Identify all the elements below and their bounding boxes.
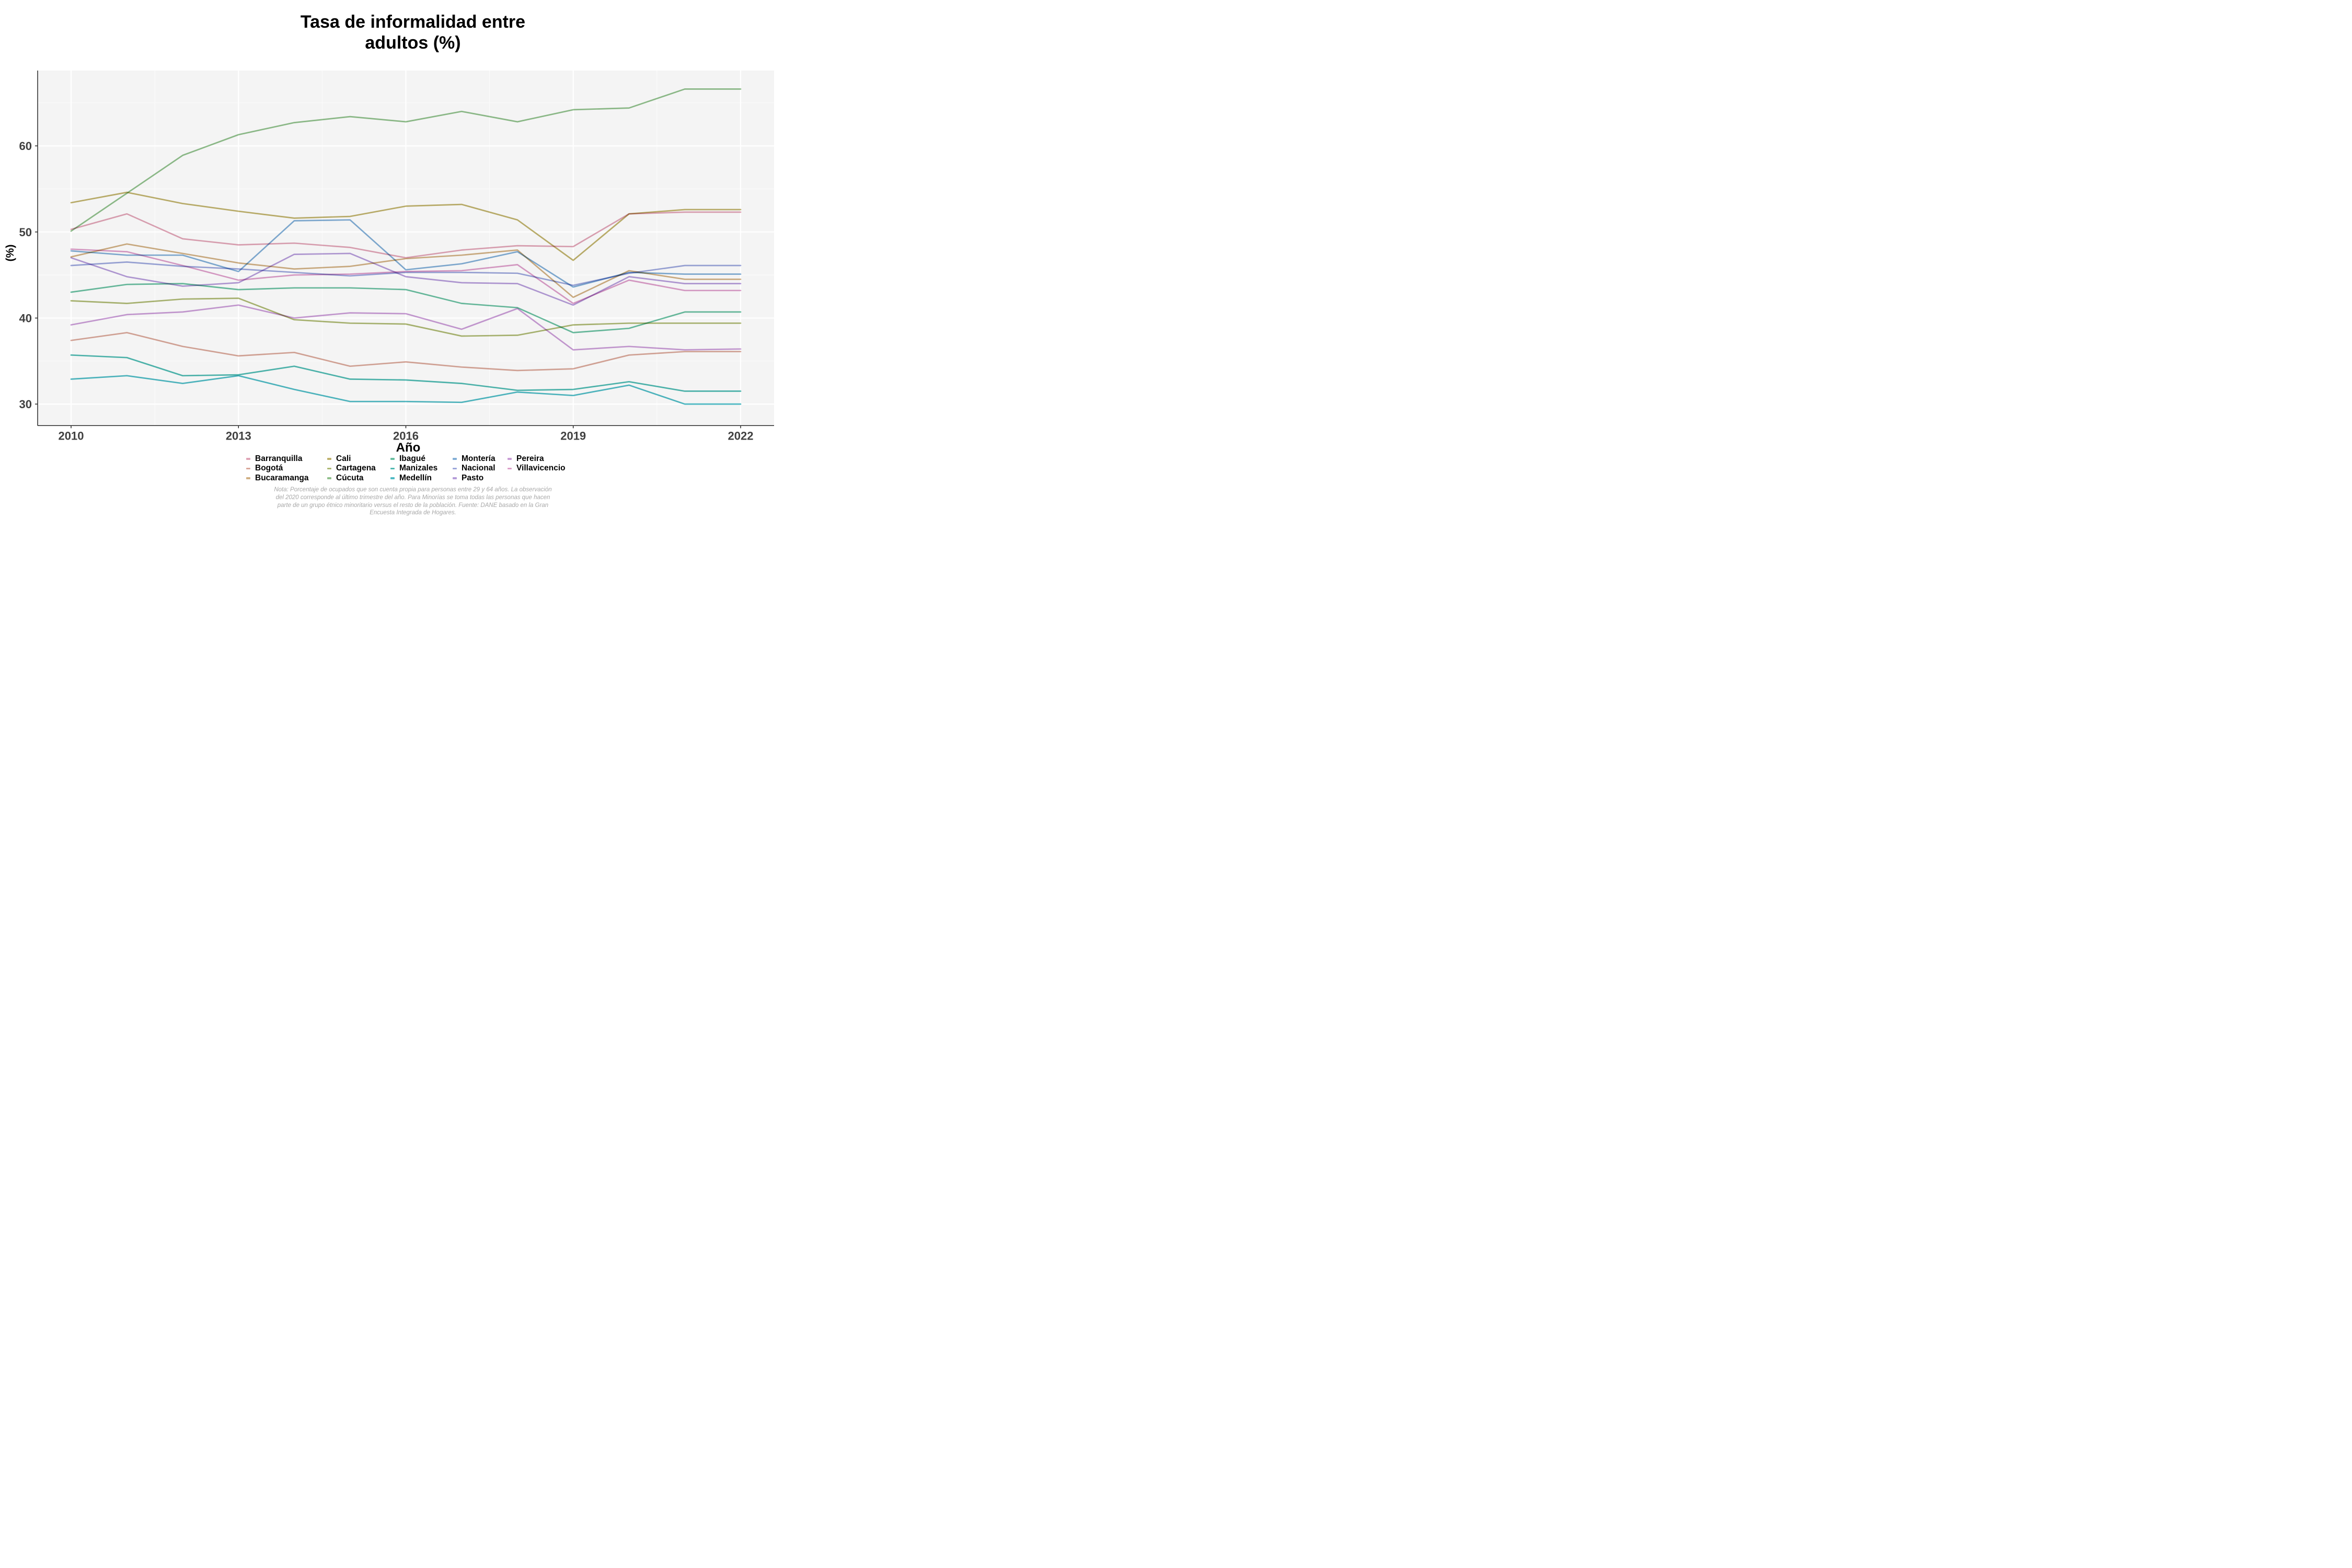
legend-item-nacional: Nacional xyxy=(453,464,495,473)
series-medellin xyxy=(70,375,742,405)
series-cali xyxy=(70,191,742,261)
legend-key-monteria xyxy=(453,458,457,460)
note-line: parte de un grupo étnico minoritario ver… xyxy=(277,502,549,509)
series-nacional xyxy=(70,261,742,286)
legend-item-cucuta: Cúcuta xyxy=(327,474,364,483)
x-tick-label: 2016 xyxy=(393,429,419,442)
legend-key-ibague xyxy=(390,458,395,460)
chart-title: Tasa de informalidad entre adultos (%) xyxy=(178,11,648,53)
legend-item-pasto: Pasto xyxy=(453,474,483,483)
series-pasto xyxy=(70,252,742,306)
legend-key-cali xyxy=(327,458,331,460)
series-bogota xyxy=(70,332,742,372)
legend-item-bogota: Bogotá xyxy=(246,464,283,473)
note-line: del 2020 corresponde al último trimestre… xyxy=(275,494,550,501)
y-tick-label: 30 xyxy=(19,398,32,411)
legend-label: Bogotá xyxy=(255,464,283,473)
x-tick-label: 2019 xyxy=(560,429,586,442)
legend-key-bucaramanga xyxy=(246,477,250,479)
x-tick-label: 2022 xyxy=(728,429,754,442)
legend-item-cartagena: Cartagena xyxy=(327,464,376,473)
series-manizales xyxy=(70,354,742,392)
series-bucaramanga xyxy=(70,243,742,298)
series-cartagena xyxy=(70,297,742,337)
legend-item-villavicencio: Villavicencio xyxy=(508,464,566,473)
note-line: Nota: Porcentaje de ocupados que son cue… xyxy=(274,487,552,493)
x-axis-title: Año xyxy=(396,441,421,455)
legend-key-cucuta xyxy=(327,477,331,479)
x-tick-label: 2013 xyxy=(226,429,251,442)
chart-title-line2: adultos (%) xyxy=(365,33,461,53)
figure: 30 40 50 60 2010 2013 2016 2019 2022 Tasa de inf… xyxy=(0,0,784,523)
legend-item-pereira: Pereira xyxy=(508,454,544,464)
legend-key-villavicencio xyxy=(508,467,512,470)
legend-key-nacional xyxy=(453,467,457,470)
legend-label: Barranquilla xyxy=(255,454,303,463)
legend-key-pasto xyxy=(453,477,457,479)
legend-label: Nacional xyxy=(462,464,495,473)
legend-key-cartagena xyxy=(327,467,331,470)
legend-item-manizales: Manizales xyxy=(390,464,437,473)
legend-label: Montería xyxy=(462,454,495,463)
chart-title-line1: Tasa de informalidad entre xyxy=(300,12,526,32)
y-tick-label: 50 xyxy=(19,226,32,239)
series-villavicencio xyxy=(70,248,742,304)
x-tick-label: 2010 xyxy=(59,429,84,442)
legend-label: Medellín xyxy=(399,473,432,482)
series-pereira xyxy=(70,304,742,351)
series-ibague xyxy=(70,283,742,333)
series-monteria xyxy=(70,219,742,288)
legend-label: Cartagena xyxy=(336,464,376,473)
line-chart: 30 40 50 60 2010 2013 2016 2019 2022 xyxy=(19,71,774,442)
legend-item-barranquilla: Barranquilla xyxy=(246,454,302,464)
legend-item-bucaramanga: Bucaramanga xyxy=(246,474,309,483)
legend-key-medellin xyxy=(390,477,395,479)
legend-label: Manizales xyxy=(399,464,438,473)
legend-label: Cali xyxy=(336,454,351,463)
legend-key-pereira xyxy=(508,458,512,460)
series-cucuta xyxy=(70,88,742,232)
legend-label: Bucaramanga xyxy=(255,473,309,482)
y-axis-title: (%) xyxy=(4,244,16,262)
legend-key-bogota xyxy=(246,467,250,470)
legend-key-barranquilla xyxy=(246,458,250,460)
legend-label: Pereira xyxy=(516,454,544,463)
y-tick-label: 40 xyxy=(19,312,32,325)
legend-label: Ibagué xyxy=(399,454,425,463)
note-line: Encuesta Integrada de Hogares. xyxy=(370,510,456,516)
legend-item-ibague: Ibagué xyxy=(390,454,425,464)
source-note: Nota: Porcentaje de ocupados que son cue… xyxy=(230,486,596,517)
legend-item-cali: Cali xyxy=(327,454,351,464)
legend-label: Pasto xyxy=(462,473,484,482)
legend-label: Villavicencio xyxy=(516,464,566,473)
legend-label: Cúcuta xyxy=(336,473,364,482)
y-tick-label: 60 xyxy=(19,140,32,153)
legend-item-medellin: Medellín xyxy=(390,474,432,483)
legend-item-monteria: Montería xyxy=(453,454,495,464)
legend-key-manizales xyxy=(390,467,395,470)
